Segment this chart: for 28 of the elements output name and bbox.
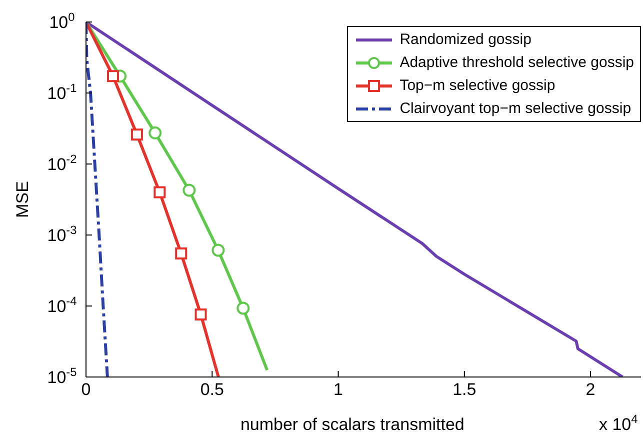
x-tick-label: 1 [334, 380, 344, 399]
y-tick-label: 10$^{0}$ [49, 10, 76, 32]
point [236, 302, 250, 315]
y-axis-title: MSE [13, 181, 32, 218]
legend-label: Clairvoyant top−m selective gossip [400, 100, 632, 117]
point [154, 186, 166, 198]
x-tick-label: 1.5 [452, 380, 476, 399]
text: x 10$^{4}$ [599, 412, 638, 434]
x-tick-label: 0.5 [200, 380, 224, 399]
point [182, 184, 196, 197]
point [194, 308, 207, 320]
legend-label: Top−m selective gossip [400, 77, 556, 94]
point [148, 126, 162, 140]
y-tick-label: 10$^{-1}$ [47, 81, 78, 103]
x-axis-title: number of scalars transmitted [240, 415, 464, 434]
legend-label: Adaptive threshold selective gossip [400, 54, 634, 71]
y-tick-label: 10$^{-2}$ [47, 152, 78, 174]
point [175, 247, 188, 260]
point [212, 244, 225, 257]
y-tick-label: 10$^{-3}$ [47, 223, 78, 245]
point [106, 70, 119, 82]
y-tick-label: 10$^{-4}$ [47, 294, 78, 316]
x-tick-label: 0 [81, 380, 91, 399]
x-tick-label: 2 [586, 380, 596, 399]
point [130, 128, 143, 141]
line-series [86, 22, 269, 372]
legend-label: Randomized gossip [400, 31, 532, 48]
y-tick-label: 10$^{-5}$ [47, 365, 78, 387]
